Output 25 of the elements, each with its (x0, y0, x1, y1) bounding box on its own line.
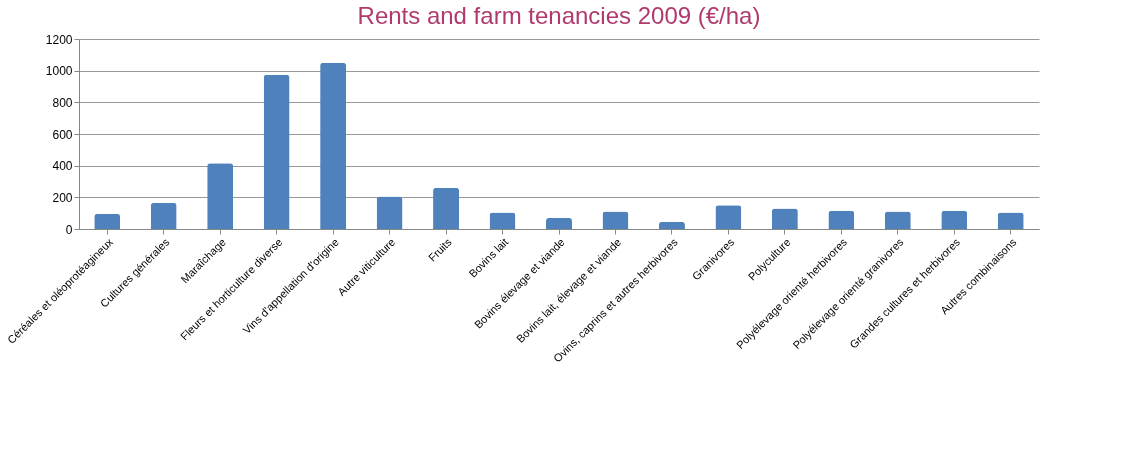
bar (376, 196, 403, 229)
bar (320, 62, 347, 229)
bar (941, 210, 968, 229)
bar (884, 211, 911, 229)
y-tick-label: 400 (52, 159, 73, 174)
y-tick-label: 200 (52, 190, 73, 205)
y-tick-label: 1200 (45, 32, 73, 47)
y-tick-label: 600 (52, 127, 73, 142)
y-tick-label: 1000 (45, 64, 73, 79)
bar (715, 205, 742, 229)
bar (150, 202, 177, 229)
y-tick-label: 0 (65, 222, 73, 237)
bar (546, 217, 572, 229)
bar (263, 74, 290, 229)
chart-title: Rents and farm tenancies 2009 (€/ha) (357, 2, 761, 29)
bar (771, 208, 798, 229)
y-tick-label: 800 (52, 95, 73, 110)
bar (658, 221, 685, 229)
bar (602, 211, 629, 229)
bar (433, 187, 460, 229)
bar (828, 210, 855, 229)
bar (94, 213, 121, 229)
bar (207, 163, 234, 229)
bar (997, 212, 1024, 229)
bar (489, 212, 516, 229)
